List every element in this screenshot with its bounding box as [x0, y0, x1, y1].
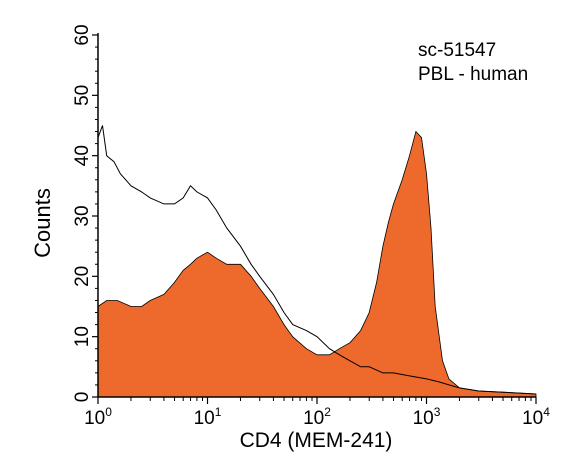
y-tick-label: 30 [72, 205, 93, 226]
annotation-line-2: PBL - human [418, 64, 528, 85]
y-tick-label: 60 [72, 24, 93, 45]
y-tick-label: 50 [72, 85, 93, 106]
y-tick-label: 40 [72, 145, 93, 166]
y-tick-label: 20 [72, 266, 93, 287]
y-tick-label: 0 [72, 392, 93, 403]
x-tick-label: 103 [413, 405, 441, 429]
annotation-line-1: sc-51547 [418, 40, 496, 61]
y-axis-label: Counts [30, 188, 55, 258]
x-tick-label: 101 [194, 405, 222, 429]
x-tick-label: 104 [522, 405, 550, 429]
filled-histogram-series [97, 130, 537, 398]
x-axis-label: CD4 (MEM-241) [240, 429, 393, 452]
outline-histogram-series [97, 125, 537, 395]
y-tick-label: 10 [72, 326, 93, 347]
y-axis-ticks: 0 10 20 30 40 50 60 [72, 24, 98, 402]
x-tick-label: 102 [303, 405, 331, 429]
plot-series [97, 125, 537, 398]
x-axis-ticks: 100 101 102 103 104 [84, 397, 550, 429]
x-tick-label: 100 [84, 405, 112, 429]
